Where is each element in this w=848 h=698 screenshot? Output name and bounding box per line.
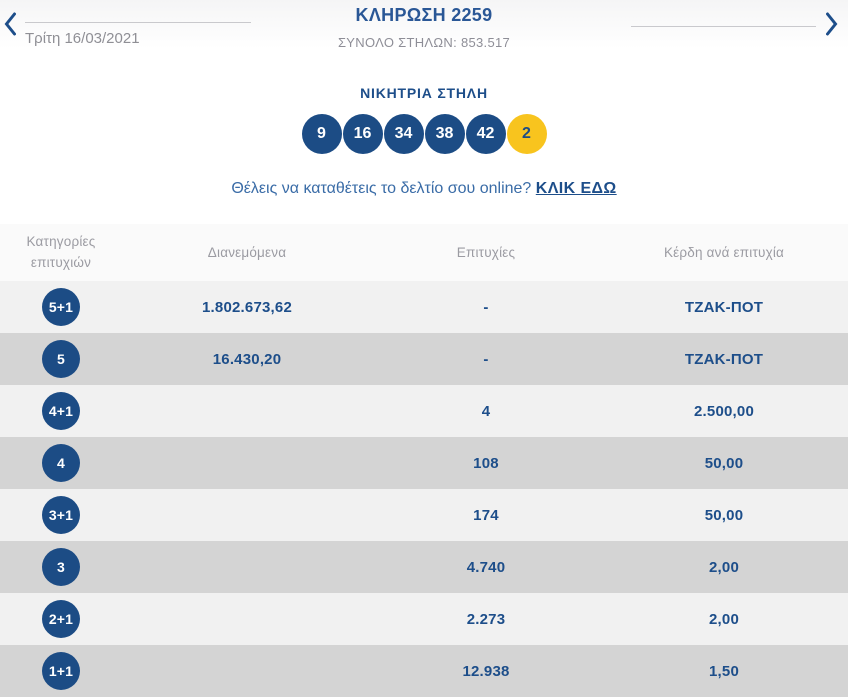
next-draw-button[interactable] (824, 12, 840, 41)
epityxies-value: 108 (372, 437, 600, 489)
dianemomena-value: 16.430,20 (122, 333, 372, 385)
header-divider-left (25, 22, 251, 23)
category-badge: 2+1 (42, 600, 80, 638)
winning-number-ball: 34 (383, 114, 424, 154)
kerdi-value: 2.500,00 (600, 385, 848, 437)
dianemomena-value (122, 385, 372, 437)
category-badge: 3+1 (42, 496, 80, 534)
dianemomena-value (122, 489, 372, 541)
results-table: Κατηγορίες επιτυχιών Διανεμόμενα Επιτυχί… (0, 224, 848, 697)
table-row: 3+1 174 50,00 (0, 489, 848, 541)
dianemomena-value (122, 541, 372, 593)
category-badge: 4+1 (42, 392, 80, 430)
table-row: 2+1 2.273 2,00 (0, 593, 848, 645)
category-badge: 4 (42, 444, 80, 482)
chevron-left-icon (4, 12, 16, 41)
draw-header: Τρίτη 16/03/2021 ΚΛΗΡΩΣΗ 2259 ΣΥΝΟΛΟ ΣΤΗ… (0, 0, 848, 57)
dianemomena-value: 1.802.673,62 (122, 281, 372, 333)
epityxies-value: 174 (372, 489, 600, 541)
chevron-right-icon (826, 12, 838, 41)
header-dianemomena: Διανεμόμενα (122, 224, 372, 281)
kerdi-value: 1,50 (600, 645, 848, 697)
epityxies-value: 12.938 (372, 645, 600, 697)
table-row: 5+1 1.802.673,62 - ΤΖΑΚ-ΠΟΤ (0, 281, 848, 333)
category-badge: 5 (42, 340, 80, 378)
winning-numbers: 9 16 34 38 42 2 (0, 114, 848, 154)
online-cta: Θέλεις να καταθέτεις το δελτίο σου onlin… (0, 180, 848, 198)
winning-number-ball: 42 (465, 114, 506, 154)
winning-number-ball: 9 (301, 114, 342, 154)
epityxies-value: 4.740 (372, 541, 600, 593)
dianemomena-value (122, 437, 372, 489)
category-badge: 1+1 (42, 652, 80, 690)
table-header-row: Κατηγορίες επιτυχιών Διανεμόμενα Επιτυχί… (0, 224, 848, 281)
previous-draw-button[interactable] (2, 12, 18, 41)
online-cta-text: Θέλεις να καταθέτεις το δελτίο σου onlin… (231, 180, 532, 197)
kerdi-value: 50,00 (600, 489, 848, 541)
epityxies-value: - (372, 333, 600, 385)
header-divider-right (631, 26, 816, 27)
kerdi-value: 50,00 (600, 437, 848, 489)
table-row: 3 4.740 2,00 (0, 541, 848, 593)
winning-number-ball: 38 (424, 114, 465, 154)
dianemomena-value (122, 645, 372, 697)
kerdi-value: ΤΖΑΚ-ΠΟΤ (600, 333, 848, 385)
epityxies-value: 4 (372, 385, 600, 437)
winning-number-ball: 16 (342, 114, 383, 154)
kerdi-value: 2,00 (600, 593, 848, 645)
category-badge: 5+1 (42, 288, 80, 326)
dianemomena-value (122, 593, 372, 645)
click-here-link[interactable]: ΚΛΙΚ ΕΔΩ (535, 180, 617, 197)
epityxies-value: 2.273 (372, 593, 600, 645)
table-row: 1+1 12.938 1,50 (0, 645, 848, 697)
table-row: 5 16.430,20 - ΤΖΑΚ-ΠΟΤ (0, 333, 848, 385)
header-categories: Κατηγορίες επιτυχιών (0, 224, 122, 281)
kerdi-value: ΤΖΑΚ-ΠΟΤ (600, 281, 848, 333)
kerdi-value: 2,00 (600, 541, 848, 593)
winning-column-title: ΝΙΚΗΤΡΙΑ ΣΤΗΛΗ (360, 85, 488, 101)
draw-title: ΚΛΗΡΩΣΗ 2259 (355, 5, 493, 25)
draw-date: Τρίτη 16/03/2021 (25, 30, 140, 47)
header-epityxies: Επιτυχίες (372, 224, 600, 281)
table-row: 4+1 4 2.500,00 (0, 385, 848, 437)
category-badge: 3 (42, 548, 80, 586)
table-row: 4 108 50,00 (0, 437, 848, 489)
joker-number-ball: 2 (506, 114, 547, 154)
total-columns-label: ΣΥΝΟΛΟ ΣΤΗΛΩΝ: 853.517 (337, 35, 511, 50)
header-kerdi: Κέρδη ανά επιτυχία (600, 224, 848, 281)
epityxies-value: - (372, 281, 600, 333)
